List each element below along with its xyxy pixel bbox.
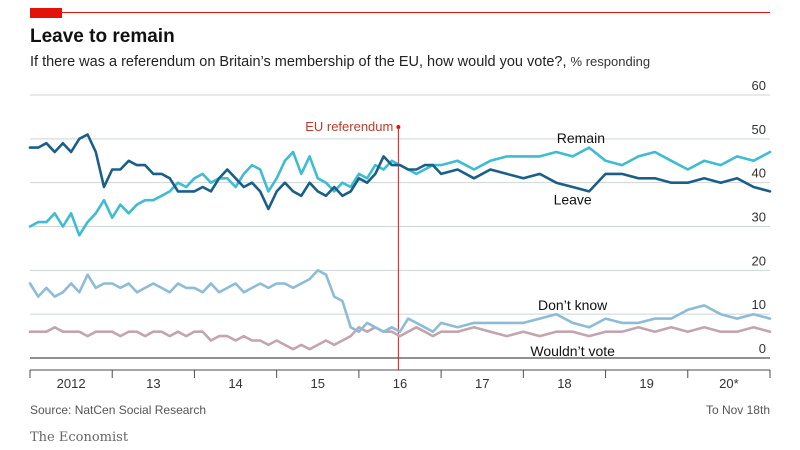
referendum-label: EU referendum — [305, 119, 393, 134]
y-tick-labels: 0 10 20 30 40 50 60 — [752, 78, 766, 356]
chart-subtitle-text: If there was a referendum on Britain’s m… — [30, 54, 567, 70]
x-tick-label: 18 — [557, 376, 571, 391]
chart-subtitle-unit: % responding — [570, 54, 651, 69]
x-tick-label: 17 — [475, 376, 489, 391]
x-tick-label: 19 — [639, 376, 653, 391]
x-tick-label: 15 — [311, 376, 325, 391]
x-tick-label: 14 — [228, 376, 242, 391]
brand-red-tag — [30, 8, 62, 18]
series-line-remain — [28, 146, 772, 237]
series-label: Leave — [554, 192, 592, 208]
chart-title: Leave to remain — [30, 26, 175, 47]
date-note: To Nov 18th — [705, 403, 770, 417]
x-tick-label: 20* — [719, 376, 739, 391]
y-tick-label: 60 — [752, 78, 766, 93]
y-tick-label: 30 — [752, 210, 766, 225]
y-tick-label: 10 — [752, 297, 766, 312]
source-note: Source: NatCen Social Research — [30, 403, 207, 417]
x-tick-label: 2012 — [57, 376, 86, 391]
series-label: Remain — [557, 130, 605, 146]
series-line-wouldn-t-vote — [28, 325, 772, 351]
chart-subtitle: If there was a referendum on Britain’s m… — [30, 54, 650, 70]
series-lines — [28, 133, 772, 351]
top-rule — [30, 12, 770, 13]
x-tick-label: 13 — [146, 376, 160, 391]
series-labels: Remain Leave Don’t know Wouldn’t vote — [530, 130, 615, 359]
referendum-marker — [396, 125, 401, 129]
y-tick-label: 20 — [752, 253, 766, 268]
series-label: Don’t know — [538, 297, 608, 313]
y-tick-label: 0 — [759, 341, 766, 356]
y-tick-label: 40 — [752, 166, 766, 181]
gridlines — [30, 94, 770, 359]
publisher-logo: The Economist — [30, 430, 129, 445]
x-tick-label: 16 — [393, 376, 407, 391]
series-line-leave — [28, 133, 772, 211]
series-label: Wouldn’t vote — [530, 343, 615, 359]
line-chart: 0 10 20 30 40 50 60 2012 13 14 15 16 17 18 19 20* EU r… — [28, 78, 772, 391]
x-axis: 2012 13 14 15 16 17 18 19 20* — [29, 369, 771, 391]
y-tick-label: 50 — [752, 122, 766, 137]
series-line-don-t-know — [28, 268, 772, 334]
